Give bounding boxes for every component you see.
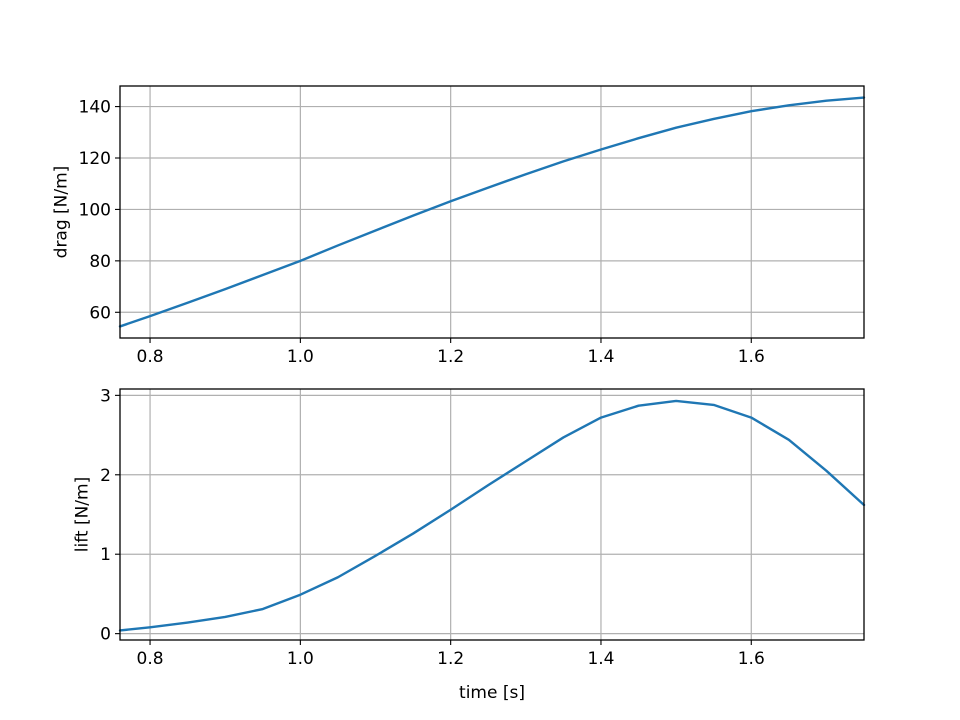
lift-y-axis-label: lift [N/m] bbox=[73, 477, 93, 552]
lift-x-tick-label: 0.8 bbox=[137, 649, 164, 669]
drag-series-line bbox=[118, 96, 866, 328]
lift-x-axis-label: time [s] bbox=[459, 683, 525, 703]
drag-y-tick-label: 60 bbox=[89, 303, 111, 323]
lift-x-tick-label: 1.0 bbox=[287, 649, 314, 669]
drag-x-tick-label: 1.2 bbox=[437, 347, 464, 367]
lift-subplot: 0.8 1.0 1.2 1.4 1.6 0 1 2 3 lift [N/m] time [s] bbox=[73, 386, 866, 703]
lift-y-tick-label: 1 bbox=[100, 545, 111, 565]
lift-x-tick-label: 1.2 bbox=[437, 649, 464, 669]
drag-y-tick-label: 140 bbox=[79, 98, 111, 118]
lift-x-tick-label: 1.6 bbox=[738, 649, 765, 669]
drag-x-tick-label: 1.6 bbox=[738, 347, 765, 367]
lift-y-tick-label: 2 bbox=[100, 466, 111, 486]
drag-y-tick-label: 80 bbox=[89, 252, 111, 272]
drag-y-tick-label: 120 bbox=[79, 149, 111, 169]
drag-axes-frame bbox=[119, 85, 865, 339]
drag-y-tick-label: 100 bbox=[79, 200, 111, 220]
drag-x-tick-label: 0.8 bbox=[137, 347, 164, 367]
drag-subplot: 0.8 1.0 1.2 1.4 1.6 60 80 100 120 140 drag [N/m] bbox=[52, 85, 866, 367]
lift-axes-frame bbox=[119, 388, 865, 641]
drag-y-axis-label: drag [N/m] bbox=[52, 166, 72, 259]
lift-y-tick-label: 3 bbox=[100, 386, 111, 406]
drag-x-tick-label: 1.0 bbox=[287, 347, 314, 367]
lift-series-line bbox=[118, 399, 866, 632]
lift-x-tick-label: 1.4 bbox=[587, 649, 614, 669]
drag-x-tick-label: 1.4 bbox=[587, 347, 614, 367]
lift-y-tick-label: 0 bbox=[100, 625, 111, 645]
